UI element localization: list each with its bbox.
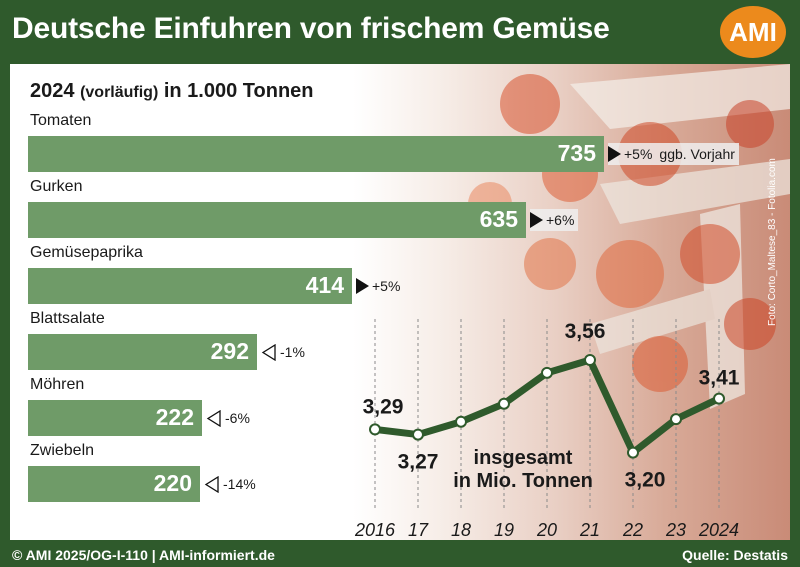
footer-copyright: © AMI 2025/OG-I-110 | AMI-informiert.de	[12, 547, 275, 563]
x-tick-label: 23	[665, 520, 686, 540]
bar-value-label: 220	[153, 470, 192, 496]
bar-value-label: 635	[479, 206, 518, 232]
subtitle-year: 2024	[30, 80, 75, 102]
bar: 222	[28, 400, 202, 436]
chart-title: Deutsche Einfuhren von frischem Gemüse	[12, 12, 610, 45]
bar: 220	[28, 466, 200, 502]
data-point	[498, 397, 510, 410]
category-label: Tomaten	[30, 112, 92, 129]
category-label: Blattsalate	[30, 310, 105, 327]
bar-value-label: 414	[305, 272, 344, 298]
data-point	[541, 366, 553, 379]
line-chart-caption: insgesamt in Mio. Tonnen	[428, 447, 618, 493]
category-label: Gurken	[30, 178, 83, 195]
subtitle-unit: in 1.000 Tonnen	[163, 80, 314, 102]
bar: 414	[28, 268, 352, 304]
x-tick-label: 18	[451, 520, 471, 540]
triangle-up-icon	[608, 146, 621, 162]
change-indicator: +5%	[356, 275, 404, 297]
data-label: 3,27	[398, 451, 439, 474]
change-indicator: -6%	[206, 407, 254, 429]
tomatoes	[468, 74, 776, 392]
tomato-photo-background	[468, 64, 790, 409]
footer-source: Quelle: Destatis	[682, 547, 788, 563]
triangle-up-icon	[356, 278, 369, 294]
change-value: -1%	[280, 344, 305, 360]
category-label: Zwiebeln	[30, 442, 95, 459]
triangle-outline-icon	[206, 409, 221, 427]
change-indicator: -14%	[204, 473, 260, 495]
change-suffix: ggb. Vorjahr	[659, 146, 735, 162]
subtitle-note: (vorläufig)	[80, 84, 159, 101]
triangle-up-icon	[530, 212, 543, 228]
caption-line-2: in Mio. Tonnen	[453, 470, 593, 492]
change-indicator: +6%	[530, 209, 579, 231]
photo-credit: Foto: Corto_Maltese_83 - Fotolia.com	[767, 158, 778, 326]
category-label: Möhren	[30, 376, 85, 393]
x-tick-label: 20	[536, 520, 557, 540]
data-point	[670, 413, 682, 426]
data-label: 3,56	[565, 320, 606, 343]
chart-subtitle: 2024 (vorläufig) in 1.000 Tonnen	[30, 80, 314, 103]
bar: 635	[28, 202, 526, 238]
bar-value-label: 292	[210, 338, 249, 364]
x-tick-label: 21	[579, 520, 600, 540]
triangle-outline-icon	[261, 343, 276, 361]
x-tick-label: 22	[622, 520, 643, 540]
data-label: 3,41	[699, 367, 740, 390]
change-value: +5%	[624, 146, 653, 162]
bar-value-label: 222	[155, 404, 194, 430]
header: Deutsche Einfuhren von frischem Gemüse A…	[0, 0, 800, 62]
change-indicator: +5% ggb. Vorjahr	[608, 143, 739, 165]
x-tick-label: 17	[408, 520, 429, 540]
bar: 735	[28, 136, 604, 172]
data-point	[584, 354, 596, 366]
data-point	[713, 392, 725, 405]
bar: 292	[28, 334, 257, 370]
bar-value-label: 735	[557, 140, 596, 166]
triangle-outline-icon	[204, 475, 219, 493]
change-value: +5%	[372, 278, 401, 294]
x-tick-label: 2016	[354, 520, 396, 540]
data-point	[369, 423, 381, 436]
x-tick-label: 19	[494, 520, 514, 540]
caption-line-1: insgesamt	[473, 447, 573, 469]
x-tick-label: 2024	[698, 520, 739, 540]
ami-logo: AMI	[720, 6, 786, 58]
line-chart: 2016 17 18 19 20 21 22 23 2024 3,29 3,27 3,56 3,20 3,…	[354, 319, 740, 540]
category-label: Gemüsepaprika	[30, 244, 143, 261]
data-label: 3,20	[625, 469, 666, 492]
chart-panel: Foto: Corto_Maltese_83 - Fotolia.com 202…	[10, 64, 790, 540]
change-value: -6%	[225, 410, 250, 426]
data-point	[627, 446, 639, 459]
change-value: +6%	[546, 212, 575, 228]
data-point	[412, 428, 424, 441]
change-indicator: -1%	[261, 341, 309, 363]
data-point	[455, 415, 467, 428]
data-label: 3,29	[363, 395, 404, 418]
change-value: -14%	[223, 476, 256, 492]
